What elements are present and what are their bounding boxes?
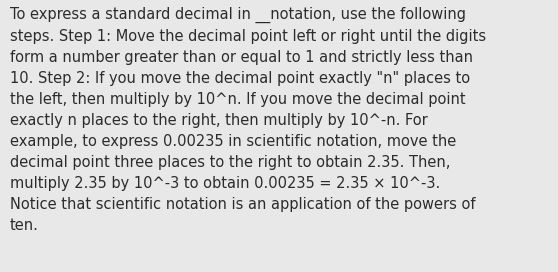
Text: To express a standard decimal in __notation, use the following
steps. Step 1: Mo: To express a standard decimal in __notat… (10, 7, 486, 233)
